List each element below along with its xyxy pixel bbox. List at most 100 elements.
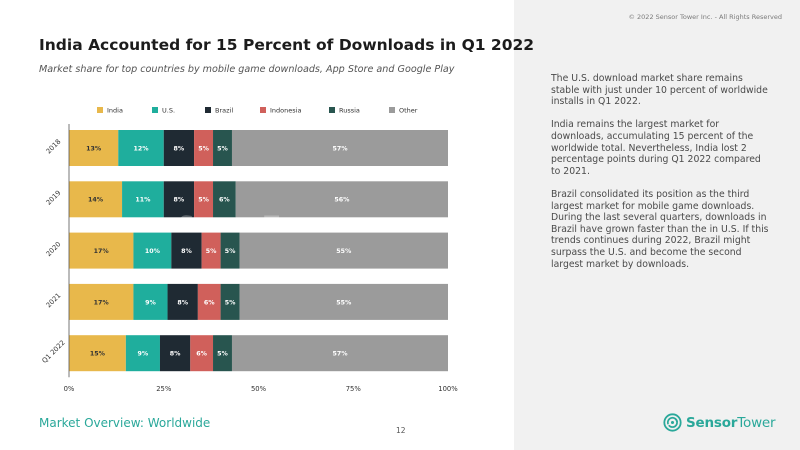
x-tick-label: 50% [251, 385, 267, 393]
data-label: 17% [94, 299, 110, 306]
data-label: 8% [181, 248, 192, 255]
data-label: 6% [204, 299, 215, 306]
data-label: 5% [225, 248, 236, 255]
legend-label: Indonesia [270, 107, 301, 115]
bar-segment [235, 181, 448, 218]
bar-segment [69, 130, 119, 166]
bar-segment [118, 130, 164, 166]
bar-segment [239, 283, 448, 320]
logo-wordmark: SensorTower [686, 414, 776, 431]
legend-item-us: U.S. [152, 107, 175, 115]
sensor-tower-logo: SensorTower [663, 413, 776, 432]
data-label: 17% [94, 248, 110, 255]
x-tick-label: 0% [64, 385, 75, 393]
bar-segment [194, 130, 214, 166]
data-label: 57% [332, 145, 348, 152]
legend-label: Brazil [215, 107, 233, 115]
x-tick-label: 75% [346, 385, 362, 393]
bar-segment [220, 283, 240, 320]
legend-item-other: Other [389, 107, 418, 115]
data-label: 15% [90, 351, 106, 358]
bar-segment [159, 335, 191, 372]
data-label: 55% [336, 299, 352, 306]
bar-segment [69, 335, 126, 372]
bar-segment [163, 130, 195, 166]
data-label: 5% [217, 351, 228, 358]
bar-segment [213, 181, 236, 218]
data-label: 8% [174, 197, 185, 204]
data-label: 11% [135, 197, 151, 204]
y-tick-label: 2018 [45, 138, 63, 156]
commentary-paragraph-1: The U.S. download market share remains s… [551, 73, 768, 108]
data-label: 8% [177, 299, 188, 306]
page-number: 12 [396, 426, 406, 435]
data-label: 55% [336, 248, 352, 255]
bar-segment [213, 335, 232, 372]
data-label: 6% [196, 351, 207, 358]
chart-watermark: SensorTower [179, 213, 338, 238]
sensor-tower-logo-icon [663, 413, 682, 432]
data-label: 12% [133, 145, 149, 152]
data-label: 5% [217, 145, 228, 152]
commentary-paragraph-2: India remains the largest market for dow… [551, 119, 761, 177]
data-label: 5% [225, 299, 236, 306]
legend-label: U.S. [162, 107, 175, 115]
y-tick-label: 2019 [45, 189, 63, 207]
legend-label: Russia [339, 107, 360, 115]
logo-text-regular: Tower [737, 414, 776, 431]
logo-text-bold: Sensor [686, 414, 738, 431]
bar-segment [231, 130, 448, 166]
commentary-paragraph-3: Brazil consolidated its position as the … [551, 188, 769, 270]
bar-segment [69, 283, 134, 320]
x-tick-label: 100% [438, 385, 458, 393]
legend-swatch [260, 107, 266, 113]
bar-segment [122, 181, 164, 218]
data-label: 10% [145, 248, 161, 255]
page-subtitle: Market share for top countries by mobile… [39, 64, 455, 75]
commentary-panel [514, 0, 800, 450]
legend-item-indonesia: Indonesia [260, 107, 301, 115]
section-label: Market Overview: Worldwide [39, 416, 211, 430]
data-label: 9% [145, 299, 156, 306]
bar-segment [239, 232, 448, 269]
commentary-text: The U.S. download market share remains s… [551, 73, 773, 282]
bar-segment [125, 335, 160, 372]
bar-segment [167, 283, 198, 320]
bar-segment [171, 232, 202, 269]
data-label: 6% [219, 197, 230, 204]
bar-segment [133, 283, 168, 320]
legend-item-india: India [97, 107, 123, 115]
y-tick-label: 2020 [45, 240, 63, 258]
stacked-bar-chart: India U.S. Brazil Indonesia Russia Other 13% 12… [40, 107, 458, 394]
bar-segment [190, 335, 214, 372]
page-title: India Accounted for 15 Percent of Downlo… [39, 36, 535, 54]
legend-item-brazil: Brazil [205, 107, 233, 115]
bar-segment [213, 130, 232, 166]
legend-swatch [389, 107, 395, 113]
data-label: 57% [332, 351, 348, 358]
legend-swatch [329, 107, 335, 113]
data-label: 8% [174, 145, 185, 152]
bar-segment [197, 283, 221, 320]
data-label: 56% [334, 197, 350, 204]
copyright-text: © 2022 Sensor Tower Inc. - All Rights Re… [628, 13, 782, 21]
data-label: 9% [138, 351, 149, 358]
data-label: 5% [198, 145, 209, 152]
legend-label: India [107, 107, 123, 115]
bar-segment [201, 232, 221, 269]
data-label: 5% [206, 248, 217, 255]
bar-segment [163, 181, 195, 218]
data-label: 14% [88, 197, 104, 204]
data-label: 8% [170, 351, 181, 358]
y-tick-label: Q1 2022 [40, 339, 66, 365]
legend-swatch [152, 107, 158, 113]
legend-item-russia: Russia [329, 107, 360, 115]
legend-swatch [97, 107, 103, 113]
bar-segment [69, 181, 123, 218]
bar-segment [69, 232, 134, 269]
legend-label: Other [399, 107, 418, 115]
y-tick-label: 2021 [45, 292, 63, 310]
x-tick-label: 25% [156, 385, 172, 393]
data-label: 13% [86, 145, 102, 152]
legend-swatch [205, 107, 211, 113]
